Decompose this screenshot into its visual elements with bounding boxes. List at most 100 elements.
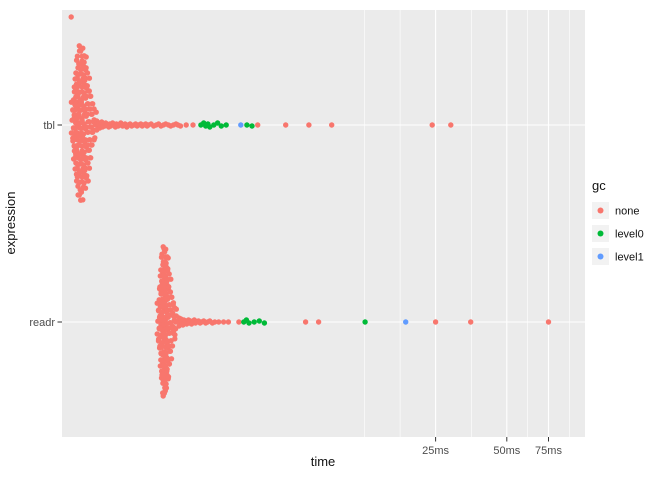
data-point: [166, 361, 173, 367]
data-point: [168, 356, 175, 362]
x-tick-label: 50ms: [493, 445, 520, 457]
data-point: [86, 75, 93, 81]
data-point: [166, 330, 173, 336]
data-point: [223, 122, 229, 128]
data-point: [225, 319, 232, 325]
y-axis-title: expression: [3, 192, 18, 255]
data-point: [74, 174, 81, 180]
data-point: [163, 246, 169, 252]
x-tick-label: 25ms: [422, 445, 449, 457]
data-points-layer: [68, 14, 552, 399]
data-point: [166, 271, 172, 277]
data-point: [164, 338, 170, 344]
data-point: [468, 319, 474, 325]
data-point: [89, 111, 95, 117]
data-point: [306, 122, 312, 128]
data-point: [172, 336, 178, 342]
data-point: [177, 123, 184, 129]
data-point: [169, 343, 176, 349]
data-point: [545, 319, 552, 325]
legend-key-point: [597, 253, 604, 260]
data-point: [85, 160, 91, 166]
legend-key-point: [597, 207, 604, 214]
legend: gc none level0 level1: [592, 178, 644, 265]
x-axis-title: time: [311, 454, 336, 469]
data-point: [169, 294, 175, 300]
data-point: [159, 313, 165, 319]
data-point: [163, 260, 169, 266]
data-point: [170, 300, 177, 306]
legend-entry-label: level0: [615, 229, 644, 241]
data-point: [164, 307, 170, 313]
panel-background: [62, 10, 585, 437]
data-point: [83, 93, 89, 99]
data-point: [92, 135, 98, 141]
legend-key-point: [597, 230, 604, 237]
data-point: [81, 149, 87, 155]
data-point: [89, 142, 95, 148]
data-point: [83, 124, 89, 130]
data-point: [166, 312, 172, 318]
x-tick-label: 75ms: [535, 445, 562, 457]
data-point: [84, 142, 91, 148]
data-point: [85, 129, 91, 135]
data-point: [165, 266, 171, 272]
data-point: [82, 106, 89, 112]
data-point: [84, 83, 91, 89]
data-point: [80, 197, 86, 203]
data-point: [249, 123, 255, 129]
data-point: [88, 155, 94, 161]
data-point: [86, 119, 93, 125]
data-point: [80, 45, 86, 51]
data-point: [85, 101, 91, 107]
data-point: [164, 276, 170, 282]
data-point: [84, 111, 91, 117]
data-point: [86, 147, 93, 153]
data-point: [82, 137, 89, 143]
minor-gridlines: [363, 10, 570, 437]
data-point: [403, 319, 409, 325]
data-point: [74, 143, 81, 149]
data-point: [165, 255, 171, 261]
data-point: [167, 289, 174, 295]
data-point: [86, 165, 93, 171]
data-point: [78, 189, 85, 195]
data-point: [251, 319, 257, 325]
data-point: [236, 319, 242, 325]
data-point: [93, 109, 99, 115]
data-point: [90, 101, 96, 107]
data-point: [429, 122, 435, 128]
data-point: [329, 122, 335, 128]
data-point: [246, 320, 252, 326]
legend-title: gc: [592, 178, 606, 193]
data-point: [214, 120, 221, 126]
y-tick-label: readr: [29, 317, 55, 329]
data-point: [83, 155, 89, 161]
data-point: [87, 106, 93, 112]
data-point: [432, 319, 439, 325]
data-point: [216, 319, 222, 325]
data-point: [238, 122, 244, 128]
data-point: [220, 319, 227, 325]
axis-tick-marks: [57, 124, 549, 442]
data-point: [283, 122, 289, 128]
data-point: [167, 348, 174, 354]
data-point: [165, 325, 171, 331]
data-point: [83, 65, 89, 71]
y-tick-label: tbl: [43, 120, 55, 132]
data-point: [82, 185, 89, 191]
data-point: [164, 366, 170, 372]
data-point: [173, 306, 179, 312]
data-point: [212, 319, 218, 325]
data-point: [165, 356, 171, 362]
data-point: [84, 70, 91, 76]
data-point: [84, 173, 90, 179]
data-point: [74, 53, 81, 59]
data-point: [166, 284, 172, 290]
data-point: [166, 302, 173, 308]
data-point: [218, 123, 224, 129]
data-point: [166, 343, 172, 349]
data-point: [255, 122, 261, 128]
data-point: [163, 381, 169, 387]
